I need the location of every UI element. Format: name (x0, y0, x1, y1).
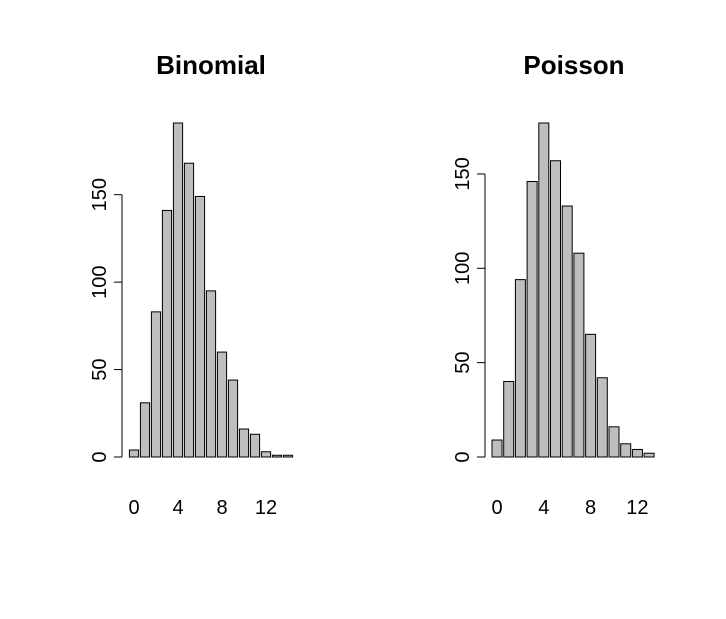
y-tick-label: 50 (452, 352, 474, 374)
bar (573, 252, 585, 458)
bar (128, 449, 140, 458)
bar (514, 279, 526, 458)
y-tick-label: 0 (452, 451, 474, 462)
chart-title: Binomial (156, 50, 266, 80)
bar (538, 122, 550, 458)
bar (271, 454, 283, 458)
bar (561, 205, 573, 458)
y-tick-label: 0 (89, 451, 111, 462)
y-tick-label: 150 (89, 178, 111, 211)
x-tick-label: 8 (585, 497, 596, 519)
bar (608, 426, 620, 458)
bar (260, 451, 272, 458)
bar (620, 443, 632, 458)
bar (205, 290, 217, 458)
x-tick-label: 0 (491, 497, 502, 519)
x-tick-label: 8 (216, 497, 227, 519)
bar (631, 448, 643, 458)
bar (161, 209, 173, 458)
x-tick-label: 4 (538, 497, 549, 519)
bar (139, 402, 151, 458)
y-tick-label: 100 (89, 265, 111, 298)
bar (172, 122, 184, 458)
bar (503, 381, 515, 458)
bar (643, 452, 655, 458)
chart-title: Poisson (523, 50, 624, 80)
bar (150, 311, 162, 458)
bar (183, 162, 195, 458)
bar (249, 433, 261, 458)
y-tick-label: 150 (452, 157, 474, 190)
bar (238, 428, 250, 458)
x-tick-label: 0 (128, 497, 139, 519)
x-tick-label: 4 (172, 497, 183, 519)
x-tick-label: 12 (626, 497, 648, 519)
bar (585, 333, 597, 458)
bar (282, 454, 294, 458)
bar (227, 379, 239, 458)
y-tick-label: 50 (89, 358, 111, 380)
bar (216, 351, 228, 458)
bar (526, 180, 538, 458)
bar (194, 195, 206, 458)
bar (550, 160, 561, 458)
y-tick-label: 100 (452, 252, 474, 285)
bar (596, 377, 608, 458)
x-tick-label: 12 (255, 497, 277, 519)
bar (491, 439, 503, 458)
